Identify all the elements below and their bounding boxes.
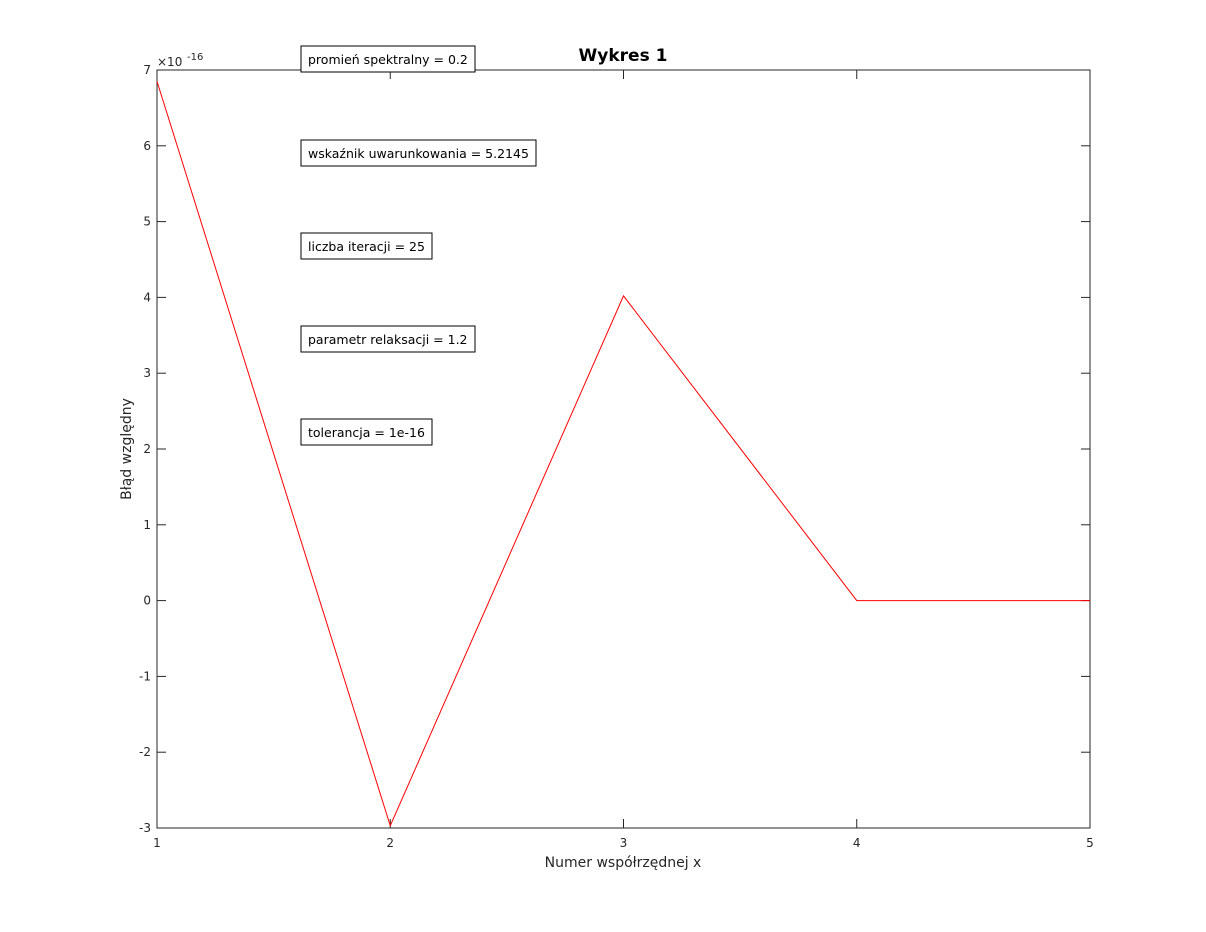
y-tick-label: 1 — [143, 518, 151, 532]
x-tick-label: 3 — [620, 836, 628, 850]
series-layer — [156, 81, 1090, 828]
y-axis-label: Błąd względny — [119, 398, 135, 500]
y-tick-label: -2 — [139, 745, 151, 759]
series-line-0 — [156, 81, 1090, 828]
annotation-box — [300, 232, 433, 260]
annotation-text: promień spektralny = 0.2 — [308, 52, 468, 67]
y-tick-label: 2 — [143, 442, 151, 456]
y-tick-label: -1 — [139, 669, 151, 683]
x-tick-label: 1 — [153, 836, 161, 850]
y-tick-label: -3 — [139, 821, 151, 835]
y-tick-label: 4 — [143, 290, 151, 304]
y-exponent-base: ×10 — [157, 55, 182, 69]
annotation-box — [300, 325, 476, 353]
x-axis-ticks: 1 2 3 4 5 — [153, 70, 1094, 850]
x-tick-label: 2 — [386, 836, 394, 850]
x-tick-label: 5 — [1086, 836, 1094, 850]
annotation-text: liczba iteracji = 25 — [308, 239, 425, 254]
annotation-layer: promień spektralny = 0.2 wskaźnik uwarunk… — [300, 45, 537, 446]
x-axis-label: Numer współrzędnej x — [545, 855, 702, 871]
annotation-text: parametr relaksacji = 1.2 — [308, 332, 468, 347]
y-tick-label: 3 — [143, 366, 151, 380]
annotation-box — [300, 139, 537, 167]
y-tick-label: 7 — [143, 63, 151, 77]
y-exponent-power: -16 — [187, 52, 203, 63]
x-tick-label: 4 — [853, 836, 861, 850]
y-tick-label: 0 — [143, 594, 151, 608]
annotation-box — [300, 418, 433, 446]
annotation-box — [300, 45, 476, 73]
y-tick-label: 5 — [143, 215, 151, 229]
annotation-text: wskaźnik uwarunkowania = 5.2145 — [308, 146, 529, 161]
y-tick-label: 6 — [143, 139, 151, 153]
chart-title: Wykres 1 — [579, 46, 668, 66]
plot-area — [156, 69, 1091, 829]
annotation-text: tolerancja = 1e-16 — [308, 425, 425, 440]
